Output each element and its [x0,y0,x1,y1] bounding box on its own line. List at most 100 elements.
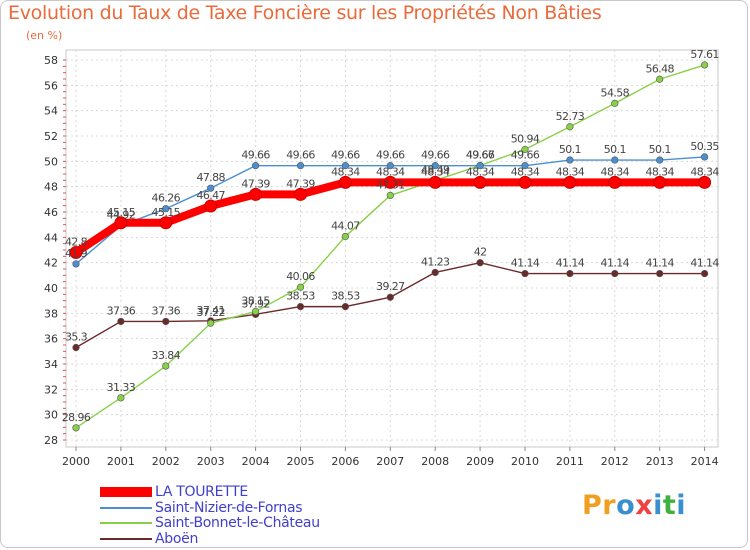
data-point [386,162,394,170]
data-label: 49.66 [376,149,405,162]
x-tick-label: 2004 [242,455,270,468]
data-point [521,269,529,278]
logo-letter: t [662,490,677,521]
data-label: 54.58 [601,86,630,99]
data-label: 46.26 [152,192,181,205]
data-point [521,145,529,154]
data-label: 48.34 [421,165,450,178]
chart-title: Evolution du Taux de Taxe Foncière sur l… [8,2,602,24]
data-point [72,260,80,268]
x-tick-label: 2010 [511,455,539,468]
data-label: 44.07 [331,219,360,232]
x-tick-label: 2007 [376,455,404,468]
data-label: 50.1 [604,143,626,156]
y-tick-label: 40 [44,282,58,295]
data-label: 37.22 [196,306,225,319]
data-point [162,317,170,326]
data-point [296,303,305,311]
data-label: 50.35 [690,140,719,153]
data-point [162,205,170,213]
data-point [207,184,215,192]
legend-label: Saint-Nizier-de-Fornas [155,499,303,516]
plot-area [65,49,719,448]
y-tick-label: 54 [44,105,58,118]
data-point [700,269,709,278]
data-label: 48.34 [690,165,719,178]
data-point [611,99,619,107]
data-point [700,61,709,69]
logo-letter: i [676,490,687,521]
data-label: 50.94 [511,132,540,145]
data-label: 49.66 [466,149,495,162]
data-point [386,293,394,301]
y-tick-label: 48 [44,181,58,194]
legend-swatch [100,487,152,497]
data-point [700,153,709,161]
data-label: 40.06 [286,270,315,283]
data-label: 46.47 [196,189,225,202]
data-point [294,187,307,201]
y-tick-label: 58 [44,54,58,67]
y-tick-label: 42 [44,257,58,270]
legend-label: Saint-Bonnet-le-Château [155,515,320,531]
data-label: 49.67 [466,149,495,162]
data-label: 49.66 [241,149,270,162]
data-label: 49.66 [286,149,315,162]
data-point [656,75,664,83]
data-point [656,156,664,164]
data-label: 35.3 [65,331,88,344]
data-label: 57.61 [690,48,719,61]
data-label: 39.27 [376,280,405,293]
data-label: 41.9 [65,247,88,260]
data-point [386,191,394,200]
data-label: 37.92 [241,297,270,310]
data-point [566,269,574,278]
data-label: 28.96 [62,411,91,424]
legend-swatch [100,522,152,524]
data-point [341,162,350,170]
x-tick-label: 2008 [421,455,449,468]
data-point [72,424,80,432]
x-tick-label: 2006 [331,455,359,468]
y-tick-label: 46 [44,206,58,219]
x-tick-label: 2005 [287,455,315,468]
y-tick-label: 50 [44,155,58,168]
data-label: 41.14 [645,257,674,270]
data-label: 41.14 [690,257,719,270]
data-point [476,162,484,170]
data-label: 45.15 [152,206,181,219]
x-tick-label: 2003 [197,455,225,468]
x-tick-label: 2002 [152,455,180,468]
data-point [518,175,532,189]
data-label: 50.1 [649,143,671,156]
y-tick-label: 56 [44,79,58,92]
data-point [296,283,305,291]
data-label: 38.15 [241,294,270,307]
data-point [252,162,260,170]
data-label: 49.66 [511,149,540,162]
data-point [159,216,173,230]
data-label: 50.1 [559,143,581,156]
data-point [656,269,664,278]
logo-letter: r [602,490,617,521]
data-point [338,175,352,189]
data-label: 33.84 [152,349,181,362]
data-label: 45.15 [107,206,136,219]
data-label: 37.41 [196,304,225,317]
proxiti-logo: Proxiti [582,490,686,521]
y-tick-label: 52 [44,130,58,143]
data-point [341,303,350,311]
data-point [698,175,712,189]
legend-swatch [100,506,152,509]
y-tick-label: 30 [44,409,58,422]
y-tick-label: 34 [44,358,58,371]
data-point [611,156,619,164]
data-point [521,162,529,170]
y-tick-label: 36 [44,333,58,346]
data-point [249,187,263,201]
data-point [296,162,305,170]
data-point [431,162,439,170]
data-point [204,199,218,213]
data-label: 48.49 [421,163,450,176]
